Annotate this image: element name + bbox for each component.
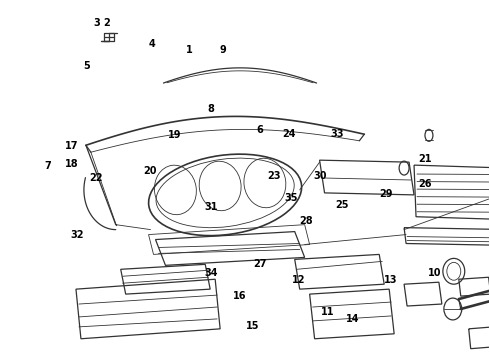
Text: 4: 4	[149, 39, 156, 49]
Text: 11: 11	[321, 307, 335, 317]
Text: 33: 33	[331, 129, 344, 139]
Text: 8: 8	[207, 104, 214, 113]
Text: 29: 29	[380, 189, 393, 199]
Text: 35: 35	[285, 193, 298, 203]
Text: 28: 28	[299, 216, 313, 226]
Text: 22: 22	[90, 173, 103, 183]
Text: 17: 17	[65, 141, 79, 151]
Text: 1: 1	[186, 45, 193, 55]
Text: 3: 3	[93, 18, 100, 28]
Text: 15: 15	[245, 321, 259, 332]
Text: 19: 19	[168, 130, 181, 140]
Text: 21: 21	[418, 154, 432, 163]
Text: 26: 26	[418, 179, 432, 189]
Text: 23: 23	[268, 171, 281, 181]
Text: 18: 18	[65, 159, 79, 169]
Text: 30: 30	[314, 171, 327, 181]
Text: 9: 9	[220, 45, 226, 55]
Text: 6: 6	[256, 125, 263, 135]
Text: 24: 24	[282, 129, 295, 139]
Text: 14: 14	[345, 314, 359, 324]
Text: 7: 7	[44, 161, 51, 171]
Text: 25: 25	[336, 200, 349, 210]
Text: 20: 20	[143, 166, 157, 176]
Text: 34: 34	[204, 268, 218, 278]
Text: 32: 32	[70, 230, 84, 240]
Text: 16: 16	[233, 291, 247, 301]
Text: 12: 12	[292, 275, 305, 285]
Text: 27: 27	[253, 259, 267, 269]
Text: 2: 2	[103, 18, 110, 28]
Text: 31: 31	[204, 202, 218, 212]
Text: 10: 10	[428, 268, 442, 278]
Text: 13: 13	[385, 275, 398, 285]
Text: 5: 5	[83, 61, 90, 71]
